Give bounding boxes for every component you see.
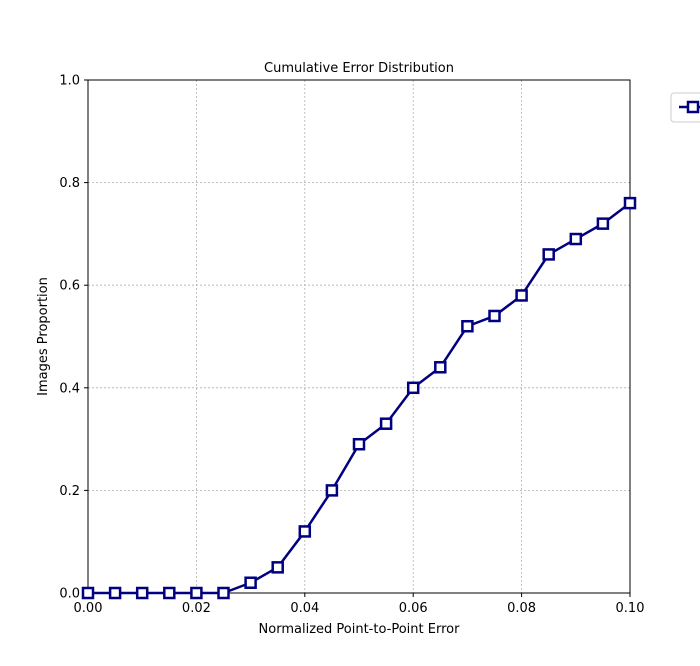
data-point-square: [406, 381, 420, 395]
x-tick-label: 0.00: [74, 601, 103, 616]
x-tick-label: 0.06: [399, 601, 428, 616]
data-point-square: [244, 576, 257, 589]
data-point-square: [108, 586, 122, 600]
series-layer: [81, 196, 637, 600]
data-point-square: [542, 248, 555, 261]
data-point-square: [461, 319, 474, 333]
x-tick-label: 0.04: [290, 601, 319, 616]
data-point-square: [298, 525, 312, 538]
x-axis-label: Normalized Point-to-Point Error: [259, 622, 461, 637]
y-tick-label: 0.0: [59, 587, 80, 602]
x-axis-ticks: 0.00 0.02 0.04 0.06 0.08 0.10: [74, 593, 645, 616]
data-point-square: [623, 196, 637, 210]
data-point-square: [135, 586, 149, 600]
y-axis-ticks: 0.0 0.2 0.4 0.6 0.8 1.0: [59, 74, 88, 602]
series-line: [88, 202, 631, 595]
grid: [87, 79, 631, 594]
data-point-square: [515, 289, 528, 302]
data-point-square: [163, 586, 176, 600]
x-tick-label: 0.10: [616, 601, 645, 616]
data-point-square: [352, 437, 366, 451]
data-point-square: [379, 417, 393, 430]
data-point-square: [271, 561, 284, 574]
y-tick-label: 0.2: [59, 484, 80, 499]
x-tick-label: 0.08: [507, 601, 536, 616]
x-tick-label: 0.02: [182, 601, 211, 616]
data-point-square: [434, 361, 447, 374]
y-tick-label: 0.8: [59, 176, 80, 191]
data-point-square: [190, 586, 203, 600]
y-axis-label: Images Proportion: [36, 277, 51, 396]
plot-area-frame: [87, 79, 631, 594]
data-point-square: [488, 309, 501, 323]
data-point-square: [325, 484, 339, 497]
y-tick-label: 1.0: [59, 74, 80, 89]
y-tick-label: 0.6: [59, 279, 80, 294]
data-point-square: [81, 586, 95, 600]
legend: [670, 92, 700, 123]
data-point-square: [217, 586, 230, 600]
data-point-square: [596, 217, 610, 230]
data-point-square: [569, 232, 583, 246]
chart-title: Cumulative Error Distribution: [264, 61, 454, 76]
legend-square-marker: [686, 100, 700, 114]
y-tick-label: 0.4: [59, 381, 80, 396]
